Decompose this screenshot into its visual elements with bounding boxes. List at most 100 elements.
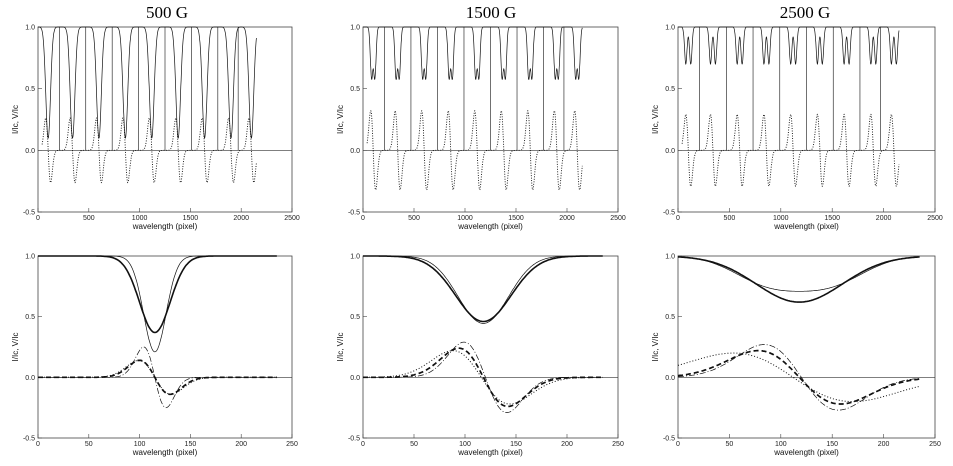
x-tick-label: 2500 xyxy=(927,215,943,222)
y-tick-label: 1.0 xyxy=(25,254,35,261)
profile-v-dashdot-thin xyxy=(363,341,603,413)
panel-top-2: 0 500 1000 1500 2000 2500 -0.5 0.0 0.5 1.0 wavelen… xyxy=(651,25,943,232)
y-axis-label: I/Ic, V/Ic xyxy=(11,105,20,134)
y-tick-label: 0.5 xyxy=(350,314,360,321)
x-tick-label: 50 xyxy=(726,441,734,448)
y-tick-label: 1.0 xyxy=(25,25,35,32)
x-tick-label: 200 xyxy=(235,441,247,448)
y-tick-label: 0.5 xyxy=(350,86,360,93)
profile-i-solid-thin xyxy=(363,255,603,324)
x-tick-label: 1000 xyxy=(132,215,148,222)
y-tick-label: 0.0 xyxy=(350,375,360,382)
stokes-v-series xyxy=(366,109,583,191)
column-title-2500g: 2500 G xyxy=(780,3,831,22)
profile-v-dashed-thick xyxy=(38,359,277,396)
x-tick-label: 250 xyxy=(612,441,624,448)
plot-frame xyxy=(362,255,619,439)
profile-i-solid-thick xyxy=(38,255,277,334)
x-tick-label: 500 xyxy=(83,215,95,222)
y-tick-label: 0.0 xyxy=(665,375,675,382)
y-tick-label: 0.0 xyxy=(350,148,360,155)
profile-i-solid-thick xyxy=(363,255,603,323)
y-tick-label: 0.0 xyxy=(25,375,35,382)
profile-v-dotted xyxy=(38,359,277,395)
x-tick-label: 150 xyxy=(185,441,197,448)
y-tick-label: -0.5 xyxy=(663,210,675,217)
y-tick-label: 0.5 xyxy=(25,314,35,321)
y-tick-label: -0.5 xyxy=(23,436,35,443)
x-tick-label: 2500 xyxy=(610,215,626,222)
stokes-v-series xyxy=(41,117,257,184)
x-tick-label: 1000 xyxy=(457,215,473,222)
y-tick-label: 1.0 xyxy=(665,25,675,32)
x-axis-label: wavelength (pixel) xyxy=(132,448,198,457)
x-tick-label: 0 xyxy=(36,215,40,222)
x-tick-label: 100 xyxy=(134,441,146,448)
x-tick-label: 2000 xyxy=(876,215,892,222)
panel-top-0: 0 500 1000 1500 2000 2500 -0.5 0.0 0.5 1.0 wavelen… xyxy=(11,25,300,232)
x-tick-label: 50 xyxy=(410,441,418,448)
x-tick-label: 150 xyxy=(826,441,838,448)
plot-frame xyxy=(37,255,293,439)
x-axis-label: wavelength (pixel) xyxy=(773,448,839,457)
y-tick-label: 1.0 xyxy=(665,254,675,261)
x-tick-label: 100 xyxy=(775,441,787,448)
y-tick-label: 0.5 xyxy=(665,86,675,93)
y-tick-label: 0.0 xyxy=(665,148,675,155)
panels-group: 0 500 1000 1500 2000 2500-0.50.00.51.0wavelen… xyxy=(11,25,943,458)
x-tick-label: 2500 xyxy=(284,215,300,222)
x-axis-label: wavelength (pixel) xyxy=(457,448,523,457)
profile-v-dashed-thick xyxy=(677,349,920,405)
column-title-1500g: 1500 G xyxy=(466,3,517,22)
x-tick-label: 2000 xyxy=(559,215,575,222)
x-tick-label: 0 xyxy=(676,215,680,222)
stokes-v-series xyxy=(681,113,900,187)
x-tick-label: 2000 xyxy=(233,215,249,222)
x-tick-label: 50 xyxy=(85,441,93,448)
x-tick-label: 1500 xyxy=(824,215,840,222)
x-tick-label: 1500 xyxy=(183,215,199,222)
y-tick-label: 0.5 xyxy=(665,314,675,321)
panel-bottom-2: 0 50 100 150 200 250 -0.5 0.0 0.5 1.0 wavelength (… xyxy=(651,254,941,458)
y-tick-label: 1.0 xyxy=(350,254,360,261)
x-tick-label: 1500 xyxy=(508,215,524,222)
stokes-i-series xyxy=(678,26,900,65)
x-tick-label: 100 xyxy=(459,441,471,448)
y-axis-label: I/Ic, V/Ic xyxy=(336,105,345,134)
x-tick-label: 0 xyxy=(361,215,365,222)
y-axis-label: I/Ic, V/Ic xyxy=(11,333,20,362)
y-tick-label: 0.5 xyxy=(25,86,35,93)
panel-bottom-1: 0 50 100 150 200 250 -0.5 0.0 0.5 1.0 wavelength (… xyxy=(336,254,624,458)
profile-i-solid-thick xyxy=(677,256,920,303)
x-tick-label: 200 xyxy=(878,441,890,448)
profile-v-dashed-thick xyxy=(363,347,603,408)
profile-i-solid-thin xyxy=(678,256,920,292)
profile-i-solid-thin xyxy=(38,255,277,353)
x-tick-label: 0 xyxy=(36,441,40,448)
x-tick-label: 1000 xyxy=(773,215,789,222)
stokes-i-series xyxy=(363,26,583,80)
panel-top-1: 0 500 1000 1500 2000 2500 -0.5 0.0 0.5 1.0 wavelen… xyxy=(336,25,626,232)
profile-v-dotted xyxy=(677,352,920,403)
stokes-i-series xyxy=(38,26,257,139)
x-tick-label: 250 xyxy=(929,441,941,448)
plot-frame xyxy=(677,255,936,439)
y-tick-label: -0.5 xyxy=(348,436,360,443)
x-tick-label: 500 xyxy=(408,215,420,222)
column-title-500g: 500 G xyxy=(146,3,188,22)
y-tick-label: -0.5 xyxy=(348,210,360,217)
x-axis-label: wavelength (pixel) xyxy=(457,222,523,231)
y-tick-label: -0.5 xyxy=(663,436,675,443)
x-tick-label: 0 xyxy=(676,441,680,448)
y-axis-label: I/Ic, V/Ic xyxy=(651,105,660,134)
profile-v-dashdot-thin xyxy=(678,344,920,411)
y-tick-label: -0.5 xyxy=(23,210,35,217)
x-tick-label: 500 xyxy=(724,215,736,222)
y-axis-label: I/Ic, V/Ic xyxy=(651,333,660,362)
panel-bottom-0: 0 50 100 150 200 250 -0.5 0.0 0.5 1.0 wavelength (… xyxy=(11,254,298,458)
x-tick-label: 0 xyxy=(361,441,365,448)
x-tick-label: 150 xyxy=(510,441,522,448)
x-tick-label: 200 xyxy=(561,441,573,448)
x-tick-label: 250 xyxy=(286,441,298,448)
